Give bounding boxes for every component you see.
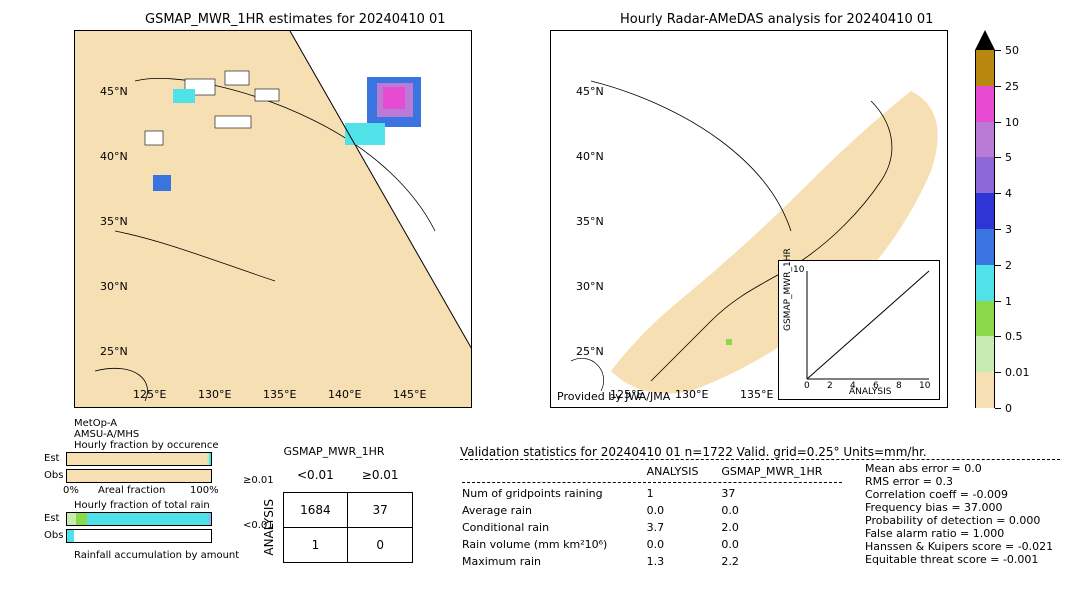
c-cell: 1 [283, 528, 348, 563]
validation-header: Validation statistics for 20240410 01 n=… [460, 445, 927, 459]
va: 0.0 [647, 503, 720, 518]
vb: 0.0 [721, 503, 852, 518]
va: 3.7 [647, 520, 720, 535]
colorbar-tick-label: 0.5 [1005, 330, 1023, 343]
tick-lon: 125°E [133, 388, 166, 401]
inset-xtick4: 8 [896, 381, 902, 391]
vh2: GSMAP_MWR_1HR [721, 464, 852, 479]
accum-title: Rainfall accumulation by amount [74, 550, 239, 561]
fraction-total-est-bar [66, 512, 212, 526]
va: 1 [647, 486, 720, 501]
tick-lat: 25°N [576, 345, 604, 358]
sat-inst: AMSU-A/MHS [74, 429, 139, 440]
tick-lat: 35°N [576, 215, 604, 228]
tick-lat: 45°N [576, 85, 604, 98]
contingency-col-header: GSMAP_MWR_1HR [255, 445, 413, 458]
c-row1: ≥0.01 [243, 475, 274, 486]
tick-lat: 35°N [100, 215, 128, 228]
tick-lon: 140°E [328, 388, 361, 401]
inset-xtick1: 2 [827, 381, 833, 391]
tick-lat: 30°N [100, 280, 128, 293]
vb: 2.0 [721, 520, 852, 535]
vl: Maximum rain [462, 554, 645, 569]
c-cell: 0 [348, 528, 413, 563]
tick-lat: 30°N [576, 280, 604, 293]
stat-line: Equitable threat score = -0.001 [865, 553, 1053, 566]
vl: Conditional rain [462, 520, 645, 535]
vb: 2.2 [721, 554, 852, 569]
fraction-occurrence-est-bar [66, 452, 212, 466]
colorbar-tick-label: 2 [1005, 259, 1012, 272]
colorbar-tick-label: 50 [1005, 44, 1019, 57]
colorbar-tick-label: 0 [1005, 402, 1012, 415]
fraction-total-title: Hourly fraction of total rain [74, 500, 210, 511]
map-right-title: Hourly Radar-AMeDAS analysis for 2024041… [620, 12, 933, 27]
tick-lat: 40°N [576, 150, 604, 163]
tick-lon: 130°E [198, 388, 231, 401]
stat-line: Probability of detection = 0.000 [865, 514, 1053, 527]
inset-xtick3: 6 [873, 381, 879, 391]
tick-lon: 135°E [263, 388, 296, 401]
inset-xtick5: 10 [919, 381, 930, 391]
colorbar-tick-label: 4 [1005, 187, 1012, 200]
validation-left: ANALYSISGSMAP_MWR_1HR Num of gridpoints … [460, 462, 854, 571]
inset-xtick0: 0 [804, 381, 810, 391]
stat-line: Correlation coeff = -0.009 [865, 488, 1053, 501]
x100: 100% [190, 485, 219, 496]
c-col2: ≥0.01 [348, 458, 413, 493]
vl: Rain volume (mm km²10⁶) [462, 537, 645, 552]
fraction-occurrence-title: Hourly fraction by occurence [74, 440, 218, 451]
fraction-occurrence-obs-bar [66, 469, 212, 483]
colorbar-tick-label: 1 [1005, 295, 1012, 308]
sat-name: MetOp-A [74, 418, 117, 429]
est-label2: Est [44, 513, 59, 524]
tick-lat: 45°N [100, 85, 128, 98]
vh1: ANALYSIS [647, 464, 720, 479]
inset-xtick2: 4 [850, 381, 856, 391]
colorbar-tick-label: 5 [1005, 151, 1012, 164]
x0: 0% [63, 485, 79, 496]
vb: 37 [721, 486, 852, 501]
obs-label: Obs [44, 470, 63, 481]
tick-lon: 125°E [610, 388, 643, 401]
dashed-rule [460, 459, 1060, 460]
tick-lat: 40°N [100, 150, 128, 163]
colorbar [975, 30, 995, 408]
tick-lat: 25°N [100, 345, 128, 358]
vb: 0.0 [721, 537, 852, 552]
c-row2: <0.01 [243, 520, 274, 531]
vl: Average rain [462, 503, 645, 518]
colorbar-tick-label: 25 [1005, 80, 1019, 93]
tick-lon: 135°E [740, 388, 773, 401]
colorbar-tick-label: 0.01 [1005, 366, 1030, 379]
vl: Num of gridpoints raining [462, 486, 645, 501]
stat-line: RMS error = 0.3 [865, 475, 1053, 488]
c-cell: 37 [348, 493, 413, 528]
va: 0.0 [647, 537, 720, 552]
validation-right: Mean abs error = 0.0 RMS error = 0.3 Cor… [865, 462, 1053, 566]
stat-line: Mean abs error = 0.0 [865, 462, 1053, 475]
contingency-table: GSMAP_MWR_1HR <0.01 ≥0.01 ANALYSIS 1684 … [255, 445, 413, 563]
obs-label2: Obs [44, 530, 63, 541]
c-col1: <0.01 [283, 458, 348, 493]
map-left-panel [74, 30, 472, 408]
inset-ylabel: GSMAP_MWR_1HR [783, 248, 793, 331]
stat-line: False alarm ratio = 1.000 [865, 527, 1053, 540]
map-left-title: GSMAP_MWR_1HR estimates for 20240410 01 [145, 12, 446, 27]
c-cell: 1684 [283, 493, 348, 528]
map-left-svg [75, 31, 472, 408]
stat-line: Frequency bias = 37.000 [865, 501, 1053, 514]
tick-lon: 145°E [393, 388, 426, 401]
va: 1.3 [647, 554, 720, 569]
tick-lon: 130°E [675, 388, 708, 401]
est-label: Est [44, 453, 59, 464]
fraction-total-obs-bar [66, 529, 212, 543]
stat-line: Hanssen & Kuipers score = -0.021 [865, 540, 1053, 553]
xaxis-title: Areal fraction [98, 485, 165, 496]
inset-ytick: 10 [793, 265, 804, 275]
scatter-inset: ANALYSIS GSMAP_MWR_1HR 10 0 2 4 6 8 10 [778, 260, 940, 400]
colorbar-tick-label: 3 [1005, 223, 1012, 236]
colorbar-tick-label: 10 [1005, 116, 1019, 129]
